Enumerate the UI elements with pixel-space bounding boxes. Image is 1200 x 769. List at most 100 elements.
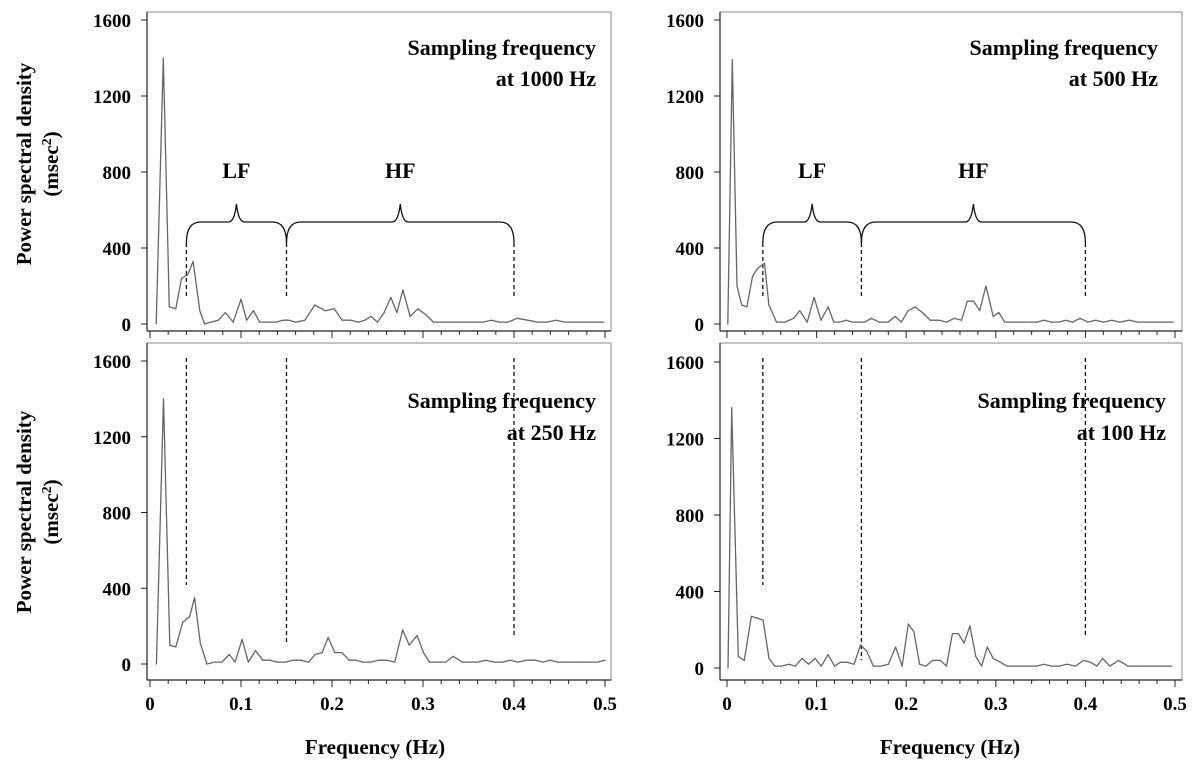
psd-point — [350, 319, 352, 321]
psd-point — [252, 310, 254, 312]
psd-point — [973, 300, 975, 302]
psd-point — [376, 321, 379, 323]
psd-point — [895, 646, 897, 648]
psd-point — [484, 659, 486, 661]
hf-brace — [285, 203, 515, 244]
psd-point — [1036, 665, 1038, 667]
psd-point — [945, 665, 948, 667]
panel-bottom-left: 0 400 800 1200 1600 0 0.1 0.2 0.3 0.4 0.5 Sampling … — [93, 342, 617, 715]
psd-point — [461, 321, 463, 323]
psd-point — [162, 398, 165, 400]
psd-point — [436, 661, 438, 663]
psd-point — [1083, 659, 1085, 662]
y-axis-title-main: Power spectral density — [12, 62, 36, 265]
psd-point — [1043, 319, 1045, 321]
psd-point — [477, 661, 479, 663]
sampling-annotation-line-2: at 500 Hz — [1069, 66, 1158, 91]
x-tick-label-0-2: 0.2 — [894, 694, 918, 715]
psd-point — [324, 310, 326, 312]
psd-point — [516, 317, 518, 319]
psd-point — [370, 315, 372, 317]
psd-point — [594, 321, 597, 323]
psd-point — [939, 659, 941, 662]
psd-point — [402, 289, 404, 291]
y-tick-label-1600: 1600 — [666, 11, 704, 32]
sampling-annotation-line-2: at 1000 Hz — [496, 66, 596, 91]
psd-point — [793, 317, 795, 319]
psd-point — [341, 652, 343, 654]
psd-point — [901, 665, 903, 667]
psd-point — [751, 275, 754, 278]
psd-point — [953, 317, 955, 319]
psd-point — [333, 308, 335, 310]
psd-point — [1096, 665, 1098, 667]
psd-point — [757, 617, 759, 619]
psd-point — [246, 319, 248, 321]
psd-point — [838, 321, 841, 323]
psd-point — [763, 262, 766, 264]
psd-point — [727, 667, 729, 669]
psd-point — [1024, 321, 1026, 323]
psd-point — [1153, 321, 1155, 323]
psd-point — [768, 657, 770, 660]
psd-point — [1171, 665, 1173, 667]
psd-point — [604, 659, 606, 661]
x-tick-label-0-5: 0.5 — [593, 694, 617, 715]
y-tick-label-800: 800 — [676, 163, 705, 184]
psd-point — [292, 659, 294, 661]
psd-point — [416, 635, 418, 637]
psd-point — [210, 321, 212, 323]
psd-point — [192, 260, 194, 262]
psd-point — [775, 321, 778, 323]
psd-point — [1111, 319, 1113, 321]
psd-point — [517, 661, 519, 663]
psd-point — [498, 321, 500, 323]
psd-point — [386, 659, 388, 661]
psd-point — [370, 661, 372, 663]
lf-brace — [762, 203, 863, 244]
psd-point — [180, 277, 183, 279]
psd-point — [199, 642, 201, 644]
psd-point — [1074, 665, 1076, 667]
psd-point — [727, 323, 729, 325]
psd-point — [364, 319, 366, 321]
psd-point — [189, 616, 191, 618]
psd-point — [1066, 663, 1068, 665]
psd-point — [1050, 321, 1052, 323]
x-tick-label-0-5: 0.5 — [1163, 694, 1187, 715]
psd-point — [1164, 665, 1166, 667]
psd-point — [275, 321, 277, 323]
panel-top-right: 0 400 800 1200 1600 LF HF Sampling frequency at … — [666, 11, 1183, 338]
psd-point — [555, 319, 557, 321]
psd-point — [597, 661, 599, 663]
psd-point — [866, 650, 868, 652]
psd-point — [442, 321, 444, 323]
psd-point — [808, 663, 810, 665]
psd-point — [507, 321, 509, 323]
psd-point — [341, 319, 343, 321]
psd-point — [1102, 657, 1104, 660]
psd-point — [300, 659, 302, 661]
psd-point — [851, 321, 854, 323]
psd-point — [247, 661, 249, 663]
psd-point — [957, 633, 959, 635]
psd-point — [377, 659, 380, 661]
psd-point — [402, 629, 404, 631]
psd-point — [932, 659, 934, 662]
psd-point — [1065, 319, 1067, 321]
y-tick-label-1200: 1200 — [93, 428, 131, 449]
psd-point — [348, 659, 350, 661]
hf-label: HF — [958, 158, 989, 183]
psd-point — [564, 321, 566, 323]
x-tick-label-0-3: 0.3 — [411, 694, 435, 715]
x-tick-label-0: 0 — [145, 694, 155, 715]
y-axis-unit-base: (msec — [39, 493, 63, 544]
psd-point — [762, 619, 764, 621]
x-axis-title-right: Frequency (Hz) — [880, 735, 1020, 759]
psd-point — [731, 407, 733, 409]
psd-point — [1029, 665, 1031, 667]
psd-point — [314, 653, 316, 656]
y-axis-unit-top: (msec2) — [39, 131, 63, 196]
psd-point — [1145, 321, 1147, 323]
